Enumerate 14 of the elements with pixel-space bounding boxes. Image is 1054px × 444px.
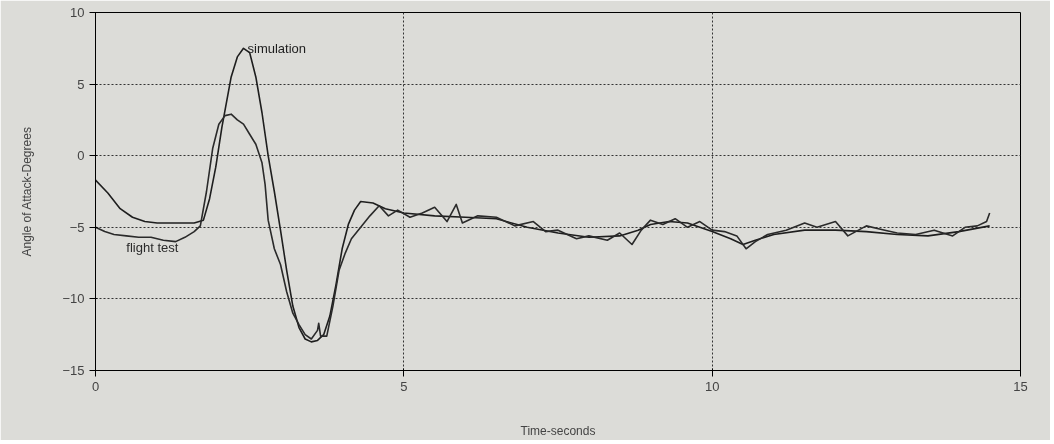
y-tick-label: −15 <box>62 363 85 378</box>
x-tick-label: 15 <box>1013 378 1028 394</box>
y-tick-label: 10 <box>70 5 85 20</box>
y-tick-label: −10 <box>62 291 85 307</box>
x-tick-label: 10 <box>704 378 720 394</box>
series-label: flight test <box>126 239 179 255</box>
x-tick-label: 5 <box>400 378 408 394</box>
series-label: simulation <box>247 40 307 56</box>
y-tick-label: 5 <box>77 76 85 92</box>
x-tick-label: 0 <box>91 378 100 394</box>
y-tick-label: −5 <box>69 219 85 235</box>
y-tick-label: 0 <box>77 148 85 164</box>
x-axis-title: Time-seconds <box>520 423 596 438</box>
y-axis-title: Angle of Attack-Degrees <box>20 127 35 257</box>
